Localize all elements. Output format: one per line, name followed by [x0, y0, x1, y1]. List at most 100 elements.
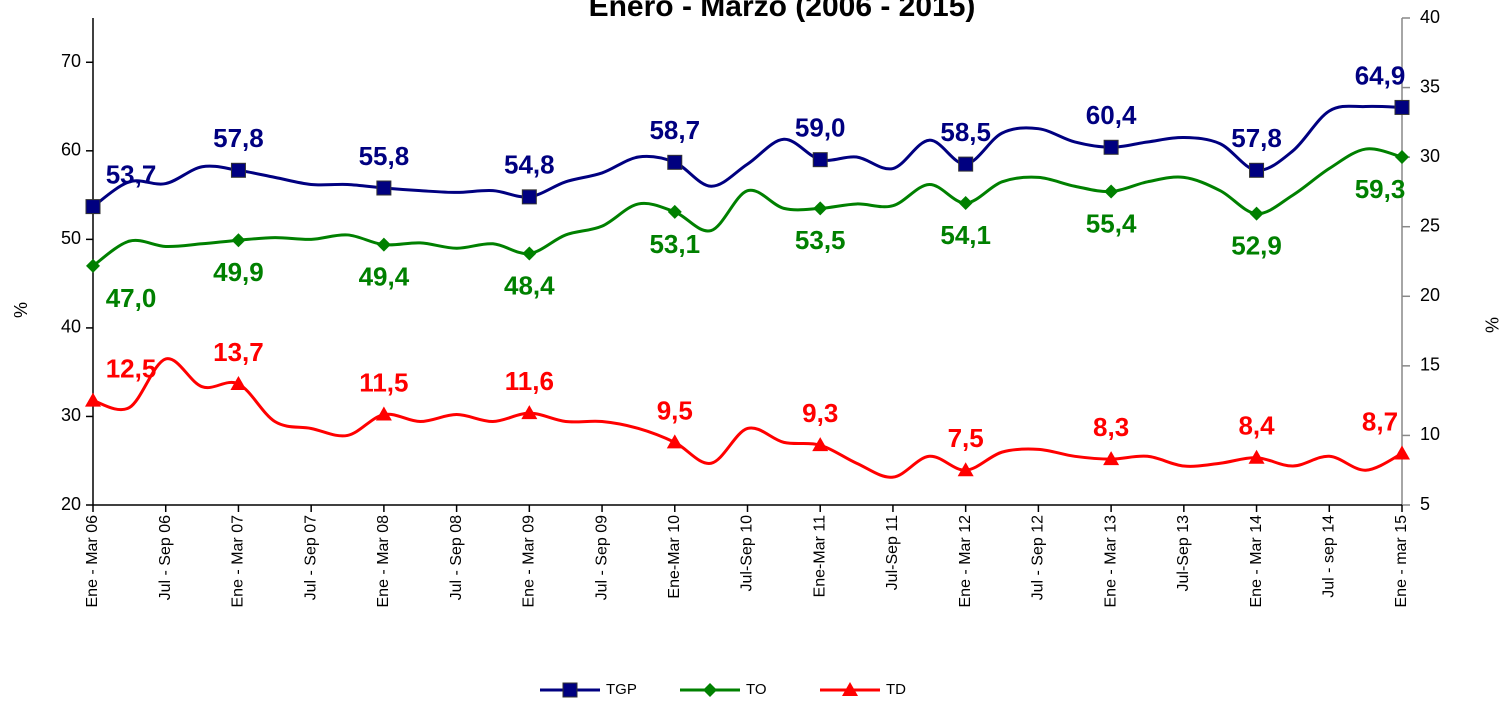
- legend-label: TD: [886, 681, 906, 698]
- data-point: [812, 152, 828, 168]
- x-tick-label: Ene - Mar 06: [84, 515, 101, 608]
- y-tick-label: 30: [61, 405, 81, 425]
- data-label: 49,4: [359, 262, 410, 292]
- data-point: [231, 233, 246, 248]
- y2-tick-label: 30: [1420, 146, 1440, 166]
- legend-marker: [562, 682, 578, 698]
- data-label: 8,7: [1362, 406, 1398, 436]
- data-point: [958, 156, 974, 172]
- data-label: 58,7: [649, 115, 700, 145]
- legend-marker: [703, 683, 717, 697]
- y2-tick-label: 10: [1420, 424, 1440, 444]
- x-tick-label: Jul-Sep 13: [1175, 515, 1192, 592]
- data-label: 8,4: [1238, 411, 1275, 441]
- data-label: 54,8: [504, 150, 555, 180]
- data-point: [1248, 449, 1265, 464]
- data-label: 8,3: [1093, 412, 1129, 442]
- data-point: [230, 375, 247, 390]
- legend-label: TO: [746, 681, 767, 698]
- y-tick-label: 40: [61, 317, 81, 337]
- data-point: [667, 154, 683, 170]
- data-point: [1394, 99, 1410, 115]
- data-point: [1103, 451, 1120, 466]
- data-point: [376, 237, 391, 252]
- y-tick-label: 70: [61, 51, 81, 71]
- y-tick-label: 60: [61, 140, 81, 160]
- data-label: 55,4: [1086, 208, 1137, 238]
- data-label: 9,5: [657, 395, 693, 425]
- data-point: [812, 437, 829, 452]
- data-label: 7,5: [948, 423, 984, 453]
- series-line: [92, 104, 1403, 208]
- y2-tick-label: 35: [1420, 76, 1440, 96]
- data-label: 13,7: [213, 337, 264, 367]
- data-label: 57,8: [1231, 123, 1282, 153]
- y2-tick-label: 40: [1420, 7, 1440, 27]
- data-point: [667, 204, 682, 219]
- data-label: 11,5: [359, 367, 408, 397]
- data-label: 60,4: [1086, 100, 1137, 130]
- data-point: [521, 189, 537, 205]
- y2-tick-label: 15: [1420, 355, 1440, 375]
- data-label: 52,9: [1231, 231, 1282, 261]
- chart-title: Enero - Marzo (2006 - 2015): [589, 0, 976, 23]
- y-axis-label: %: [11, 302, 31, 318]
- data-point: [521, 405, 538, 420]
- data-label: 9,3: [802, 398, 838, 428]
- data-point: [666, 434, 683, 449]
- data-point: [958, 196, 973, 211]
- data-point: [813, 201, 828, 216]
- y-tick-label: 20: [61, 494, 81, 514]
- x-tick-label: Jul - Sep 08: [448, 515, 465, 600]
- series-line: [92, 147, 1403, 268]
- x-tick-label: Jul - Sep 12: [1030, 515, 1047, 600]
- series-line: [92, 357, 1403, 479]
- data-label: 47,0: [106, 283, 157, 313]
- data-point: [1394, 445, 1410, 460]
- x-tick-label: Ene - Mar 12: [957, 515, 974, 608]
- data-label: 64,9: [1355, 60, 1406, 90]
- x-tick-label: Ene - mar 15: [1393, 515, 1410, 608]
- x-tick-label: Ene - Mar 13: [1102, 515, 1119, 608]
- data-point: [85, 199, 101, 215]
- legend-marker: [842, 682, 858, 696]
- data-point: [230, 162, 246, 178]
- data-point: [85, 392, 101, 407]
- x-tick-label: Jul-Sep 11: [884, 515, 901, 590]
- y2-tick-label: 5: [1420, 494, 1430, 514]
- data-label: 49,9: [213, 257, 264, 287]
- data-point: [376, 180, 392, 196]
- data-label: 53,7: [106, 159, 157, 189]
- y2-tick-label: 25: [1420, 215, 1440, 235]
- data-label: 53,1: [649, 229, 700, 259]
- x-tick-label: Ene-Mar 10: [666, 515, 683, 599]
- data-label: 58,5: [940, 117, 991, 147]
- data-label: 48,4: [504, 270, 555, 300]
- data-point: [1103, 139, 1119, 155]
- x-tick-label: Ene - Mar 08: [375, 515, 392, 608]
- data-point: [1249, 162, 1265, 178]
- x-tick-label: Jul - Sep 09: [593, 515, 610, 600]
- data-label: 59,3: [1355, 174, 1406, 204]
- y2-tick-label: 20: [1420, 285, 1440, 305]
- data-label: 12,5: [106, 354, 157, 384]
- y2-axis-label: %: [1481, 317, 1501, 333]
- y-tick-label: 50: [61, 228, 81, 248]
- data-label: 11,6: [505, 366, 554, 396]
- data-point: [1104, 184, 1119, 199]
- data-point: [957, 462, 974, 477]
- x-tick-label: Ene - Mar 07: [230, 515, 247, 608]
- data-label: 57,8: [213, 123, 264, 153]
- data-label: 55,8: [359, 141, 410, 171]
- data-point: [86, 258, 100, 273]
- legend-label: TGP: [606, 681, 637, 698]
- x-tick-label: Jul - Sep 07: [302, 515, 319, 600]
- data-point: [1249, 206, 1264, 221]
- x-tick-label: Jul-Sep 10: [739, 515, 756, 592]
- x-tick-label: Jul - sep 14: [1320, 515, 1337, 598]
- data-point: [375, 406, 392, 421]
- data-point: [1395, 150, 1409, 165]
- data-point: [522, 246, 537, 261]
- data-label: 59,0: [795, 113, 846, 143]
